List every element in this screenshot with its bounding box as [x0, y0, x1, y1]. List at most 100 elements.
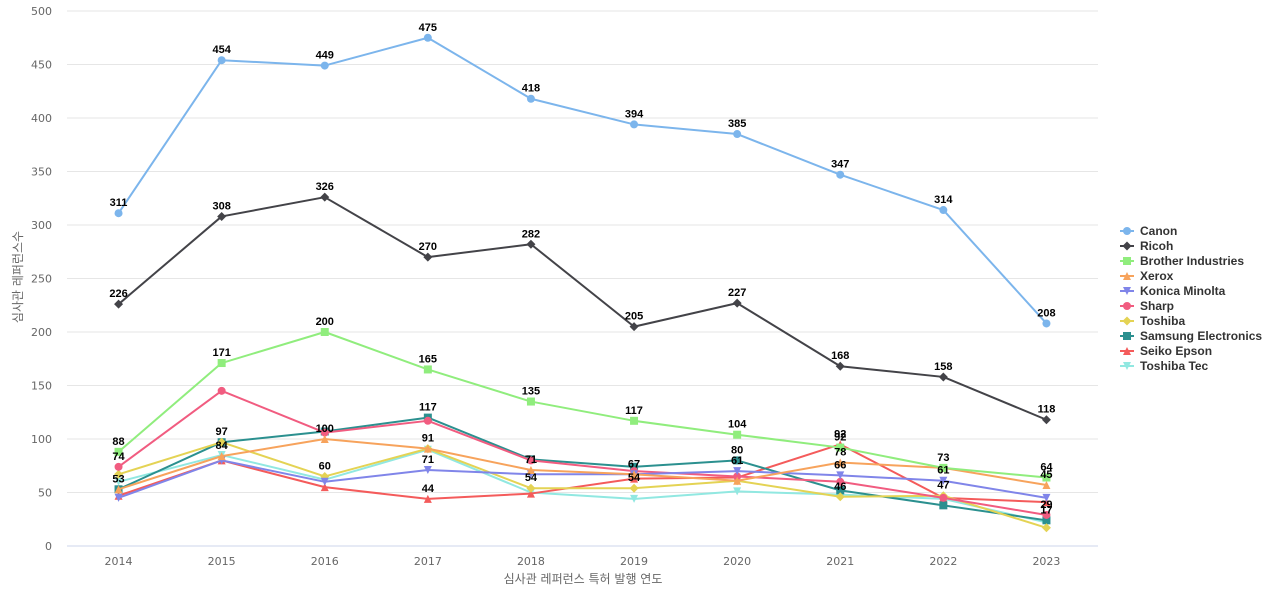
data-point[interactable] — [630, 494, 639, 503]
data-point[interactable] — [114, 299, 124, 309]
data-point[interactable] — [732, 298, 742, 308]
data-point[interactable] — [114, 477, 123, 486]
legend-marker[interactable] — [1123, 272, 1131, 280]
data-point[interactable] — [217, 359, 226, 368]
legend-item-toshiba[interactable]: Toshiba — [1120, 314, 1185, 328]
data-point[interactable] — [114, 447, 123, 456]
data-point[interactable] — [1042, 319, 1051, 328]
data-point[interactable] — [733, 467, 742, 476]
legend-marker[interactable] — [1123, 302, 1131, 310]
data-point[interactable] — [835, 492, 845, 502]
data-point[interactable] — [526, 239, 536, 249]
data-point[interactable] — [1042, 510, 1051, 519]
legend-item-sharp[interactable]: Sharp — [1120, 299, 1174, 313]
data-point[interactable] — [320, 192, 330, 202]
data-point[interactable] — [320, 61, 329, 70]
data-point[interactable] — [423, 252, 433, 262]
data-point[interactable] — [320, 483, 329, 492]
data-point[interactable] — [217, 56, 226, 65]
data-point[interactable] — [733, 130, 742, 139]
data-point[interactable] — [320, 477, 329, 486]
data-label: 449 — [316, 50, 334, 62]
legend-item-konica-minolta[interactable]: Konica Minolta — [1120, 284, 1226, 298]
data-point[interactable] — [320, 328, 329, 336]
legend-item-xerox[interactable]: Xerox — [1120, 269, 1174, 283]
legend-item-brother-industries[interactable]: Brother Industries — [1120, 254, 1244, 268]
data-point[interactable] — [630, 416, 639, 425]
data-point[interactable] — [629, 483, 639, 493]
series-canon — [114, 33, 1051, 328]
legend-item-ricoh[interactable]: Ricoh — [1120, 239, 1173, 253]
data-point[interactable] — [114, 485, 123, 494]
data-point[interactable] — [630, 120, 639, 129]
data-point[interactable] — [630, 462, 639, 471]
data-point[interactable] — [114, 493, 123, 502]
legend-marker[interactable] — [1123, 287, 1131, 295]
data-point[interactable] — [630, 470, 639, 479]
data-point[interactable] — [320, 428, 329, 437]
legend-item-samsung-electronics[interactable]: Samsung Electronics — [1120, 329, 1262, 343]
data-point[interactable] — [217, 386, 226, 395]
data-point[interactable] — [836, 471, 845, 480]
legend-item-toshiba-tec[interactable]: Toshiba Tec — [1120, 359, 1209, 373]
data-point[interactable] — [423, 365, 432, 374]
data-point[interactable] — [526, 483, 536, 493]
data-point[interactable] — [114, 462, 123, 471]
y-tick-label: 350 — [31, 166, 52, 179]
legend-marker[interactable] — [1123, 362, 1131, 370]
data-point[interactable] — [938, 372, 948, 382]
data-point[interactable] — [939, 206, 948, 215]
data-point[interactable] — [1042, 516, 1051, 525]
legend-item-seiko-epson[interactable]: Seiko Epson — [1120, 344, 1212, 358]
series-line-brother-industries — [117, 331, 1047, 479]
data-point[interactable] — [526, 466, 535, 475]
data-point[interactable] — [1042, 481, 1051, 490]
legend-item-canon[interactable]: Canon — [1120, 224, 1177, 238]
data-point[interactable] — [1041, 415, 1051, 425]
legend-marker[interactable] — [1122, 316, 1132, 326]
data-point[interactable] — [423, 494, 432, 503]
data-point[interactable] — [526, 94, 535, 103]
data-point[interactable] — [526, 489, 535, 498]
data-point[interactable] — [836, 458, 845, 467]
x-axis: 2014 2015 2016 2017 2018 2019 2020 2021 2022 2023 — [105, 555, 1061, 568]
data-point[interactable] — [836, 170, 845, 179]
data-point[interactable] — [1042, 473, 1051, 482]
data-point[interactable] — [733, 456, 742, 465]
legend-marker[interactable] — [1123, 257, 1131, 265]
data-point[interactable] — [939, 476, 948, 485]
data-point[interactable] — [1042, 498, 1051, 507]
data-point[interactable] — [836, 443, 845, 452]
data-point[interactable] — [733, 487, 742, 496]
data-point[interactable] — [835, 361, 845, 371]
data-point[interactable] — [114, 469, 124, 479]
data-point[interactable] — [733, 476, 742, 485]
data-point[interactable] — [836, 486, 845, 495]
data-point[interactable] — [629, 322, 639, 332]
data-point[interactable] — [114, 209, 123, 218]
data-point[interactable] — [423, 33, 432, 42]
data-point[interactable] — [1041, 523, 1051, 533]
data-point[interactable] — [836, 477, 845, 486]
data-point[interactable] — [423, 416, 432, 425]
data-point[interactable] — [217, 211, 227, 221]
data-point[interactable] — [1042, 493, 1051, 502]
legend-marker[interactable] — [1123, 332, 1131, 340]
data-point[interactable] — [217, 437, 227, 447]
data-point[interactable] — [526, 397, 535, 406]
data-point[interactable] — [939, 463, 948, 472]
data-point[interactable] — [733, 472, 742, 481]
data-point[interactable] — [217, 452, 226, 461]
data-point[interactable] — [939, 501, 948, 510]
data-point[interactable] — [733, 430, 742, 439]
data-point[interactable] — [423, 466, 432, 475]
legend-marker[interactable] — [1122, 241, 1132, 251]
data-point[interactable] — [320, 435, 329, 443]
data-point[interactable] — [526, 456, 535, 465]
data-point[interactable] — [939, 493, 948, 502]
legend-marker[interactable] — [1123, 347, 1131, 355]
data-point[interactable] — [423, 444, 432, 453]
data-point[interactable] — [630, 474, 639, 483]
legend-marker[interactable] — [1123, 227, 1131, 235]
